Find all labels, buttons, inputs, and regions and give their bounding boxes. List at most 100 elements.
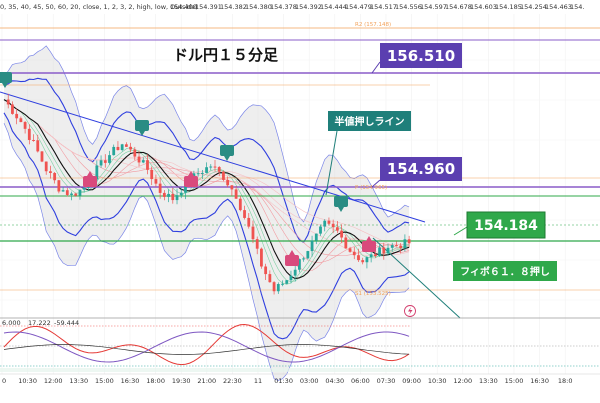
x-tick-label: 09:00: [402, 377, 421, 385]
candle-bear: [116, 141, 120, 151]
candle-bear: [40, 151, 44, 163]
candle-bull: [167, 189, 170, 203]
indicator-value: 154.392: [295, 3, 322, 11]
osc-value-b: 17.222: [28, 319, 51, 327]
candle-bear: [226, 176, 230, 188]
candle-bull: [298, 258, 301, 273]
candle-bear: [222, 170, 225, 182]
candle-bear: [264, 263, 268, 281]
candle-bear: [247, 213, 251, 229]
candle-bear: [230, 185, 234, 196]
indicator-value: 154.254: [520, 3, 547, 11]
svg-text:半値押しライン: 半値押しライン: [335, 115, 405, 128]
candle-bull: [82, 187, 86, 193]
svg-text:154.184: 154.184: [474, 218, 538, 234]
candle-bull: [386, 243, 390, 256]
buy-marker: [334, 196, 348, 212]
x-tick-label: 10:30: [428, 377, 447, 385]
candle-bull: [378, 243, 381, 257]
candle-bear: [260, 247, 263, 269]
candle-bull: [293, 266, 297, 282]
indicator-value: 154.463: [545, 3, 572, 11]
candle-bear: [243, 205, 246, 220]
candle-bear: [361, 257, 365, 265]
candle-bear: [357, 248, 360, 262]
candle-bull: [276, 282, 280, 294]
candle-bull: [281, 280, 284, 287]
x-tick-label: 19:30: [172, 377, 191, 385]
candle-bear: [344, 234, 348, 249]
candle-bull: [369, 250, 373, 263]
candle-bear: [335, 220, 339, 234]
half-line-annotation: 半値押しライン: [325, 111, 411, 196]
svg-text:フィボ６１．８押し: フィボ６１．８押し: [460, 265, 550, 278]
candle-bull: [175, 188, 179, 205]
sell-marker: [362, 236, 376, 252]
candle-bear: [382, 242, 386, 260]
candle-bull: [99, 155, 103, 168]
bollinger-outer-upper: [3, 45, 410, 223]
lightning-icon[interactable]: [404, 305, 416, 317]
candle-bull: [196, 168, 200, 177]
candle-bear: [133, 146, 137, 161]
label-box-154960: 154.960: [371, 157, 462, 188]
candle-bull: [78, 189, 82, 200]
indicator-value: 154.479: [345, 3, 372, 11]
buy-marker: [0, 72, 12, 88]
buy-marker: [220, 145, 234, 161]
s1-label: S1 (153.525): [355, 291, 391, 297]
svg-text:156.510: 156.510: [387, 47, 455, 65]
indicator-value: 154.603: [470, 3, 497, 11]
indicator-value: 154.380: [245, 3, 272, 11]
candle-bear: [19, 116, 23, 123]
candle-bull: [365, 256, 369, 269]
x-tick-label: 11: [254, 377, 262, 385]
candle-bear: [234, 185, 238, 199]
x-tick-label: 07:30: [377, 377, 396, 385]
ribbon-line: [3, 99, 410, 251]
x-tick-label: 21:00: [197, 377, 216, 385]
candle-bull: [209, 164, 213, 171]
indicator-value: 154.556: [395, 3, 422, 11]
candle-bull: [306, 250, 310, 260]
candle-bear: [57, 179, 61, 194]
candle-bear: [158, 177, 162, 199]
oscillator-pane[interactable]: 6.000 17.222 -59.444: [0, 319, 600, 372]
x-tick-label: 06:00: [351, 377, 370, 385]
candle-bull: [319, 224, 322, 236]
downtrend-line: [0, 91, 426, 223]
x-tick-label: 12:00: [44, 377, 63, 385]
candle-bull: [112, 144, 116, 156]
indicator-value: 154.: [570, 3, 584, 11]
candle-bear: [65, 187, 69, 197]
candle-bear: [154, 174, 158, 187]
sell-marker: [83, 171, 97, 187]
indicator-value: 154.378: [270, 3, 297, 11]
x-tick-label: 04:30: [325, 377, 344, 385]
candle-bear: [11, 101, 14, 115]
x-tick-label: 15:00: [505, 377, 524, 385]
indicator-value: 154.517: [370, 3, 397, 11]
candle-bear: [352, 247, 356, 260]
candle-bull: [314, 233, 318, 245]
buy-marker: [135, 120, 149, 136]
label-box-156510: 156.510: [371, 43, 462, 74]
candle-bear: [6, 93, 10, 109]
x-tick-label: 18:0: [558, 377, 573, 385]
candle-bear: [395, 241, 398, 247]
candle-bear: [327, 217, 331, 226]
indicator-values: 154.400154.391154.382154.380154.378154.3…: [170, 3, 584, 11]
indicator-value: 154.444: [320, 3, 347, 11]
bollinger-cloud: [4, 45, 410, 381]
candle-bull: [205, 162, 208, 174]
bollinger-outer-lower: [3, 122, 410, 381]
candle-bear: [268, 270, 272, 283]
bollinger-lower: [3, 112, 410, 340]
fibo-annotation: フィボ６１．８押し: [453, 261, 557, 281]
x-tick-label: 18:00: [146, 377, 165, 385]
x-tick-label: 0: [2, 377, 6, 385]
candle-bear: [36, 134, 40, 153]
x-tick-label: 13:30: [69, 377, 88, 385]
